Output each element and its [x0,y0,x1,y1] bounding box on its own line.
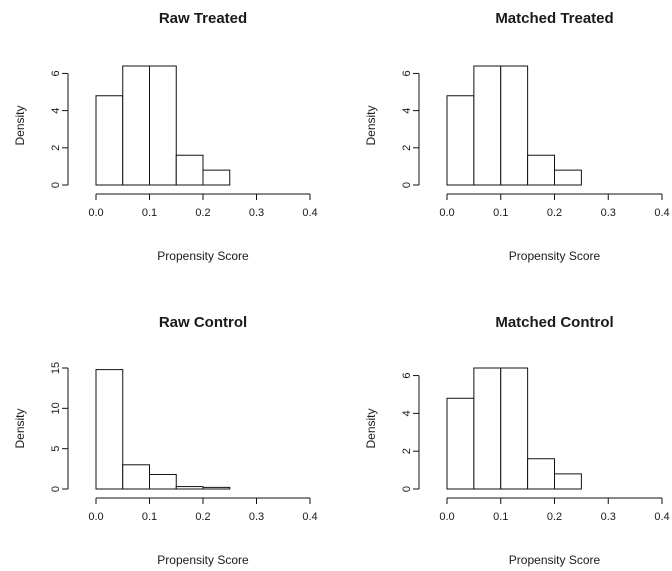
x-tick-label: 0.0 [439,207,454,219]
y-axis-label: Density [13,105,27,145]
y-tick-label: 4 [50,108,62,114]
y-tick-label: 0 [401,486,413,492]
panel-title: Raw Control [159,314,247,331]
y-tick-label: 10 [50,402,62,414]
histogram-bar [202,169,231,186]
y-tick-label: 0 [50,486,62,492]
y-tick-label: 2 [401,145,413,151]
histogram-bar [122,464,150,490]
x-tick-label: 0.0 [88,207,103,219]
x-tick-label: 0.3 [601,511,616,523]
histogram-bar [527,458,555,490]
x-tick-label: 0.0 [439,511,454,523]
x-tick-label: 0.2 [547,511,562,523]
histogram-bar [554,473,582,490]
y-tick-label: 6 [401,373,413,379]
x-tick-label: 0.4 [654,511,669,523]
y-tick-label: 4 [401,108,413,114]
y-tick-label: 0 [401,182,413,188]
histogram-bar [175,154,204,186]
panel-title: Matched Treated [495,10,613,27]
x-tick-label: 0.1 [493,511,508,523]
histogram-bar [554,169,582,186]
y-axis-label: Density [364,105,378,145]
x-axis-label: Propensity Score [157,249,249,263]
histogram-bar [202,486,231,490]
x-tick-label: 0.2 [195,511,210,523]
x-tick-label: 0.4 [302,511,317,523]
y-tick-label: 2 [50,145,62,151]
x-tick-label: 0.1 [493,207,508,219]
histogram-bar [149,473,177,490]
histogram-bar [122,65,150,186]
x-tick-label: 0.4 [654,207,669,219]
y-tick-label: 6 [50,70,62,76]
histogram-bar [446,95,475,186]
x-tick-label: 0.3 [249,207,264,219]
x-tick-label: 0.2 [547,207,562,219]
histogram-bar [473,367,502,490]
y-tick-label: 4 [401,410,413,416]
histogram-bar [473,65,502,186]
x-tick-label: 0.3 [249,511,264,523]
x-axis-label: Propensity Score [509,553,601,567]
y-tick-label: 6 [401,70,413,76]
x-axis-label: Propensity Score [157,553,249,567]
panel-title: Raw Treated [159,10,247,27]
x-tick-label: 0.1 [142,511,157,523]
x-tick-label: 0.2 [195,207,210,219]
x-tick-label: 0.0 [88,511,103,523]
panel-title: Matched Control [495,314,613,331]
histogram-bar [95,369,124,490]
y-tick-label: 5 [50,446,62,452]
y-axis-label: Density [13,408,27,448]
x-tick-label: 0.3 [601,207,616,219]
histogram-bar [500,65,529,186]
x-axis-label: Propensity Score [509,249,601,263]
histogram-bar [149,65,177,186]
histogram-bar [175,486,204,490]
x-tick-label: 0.4 [302,207,317,219]
y-tick-label: 0 [50,182,62,188]
histogram-bar [446,397,475,490]
x-tick-label: 0.1 [142,207,157,219]
y-tick-label: 15 [50,362,62,374]
histogram-bar [95,95,124,186]
histogram-bar [500,367,529,490]
y-axis-label: Density [364,408,378,448]
y-tick-label: 2 [401,448,413,454]
histogram-bar [527,154,555,186]
